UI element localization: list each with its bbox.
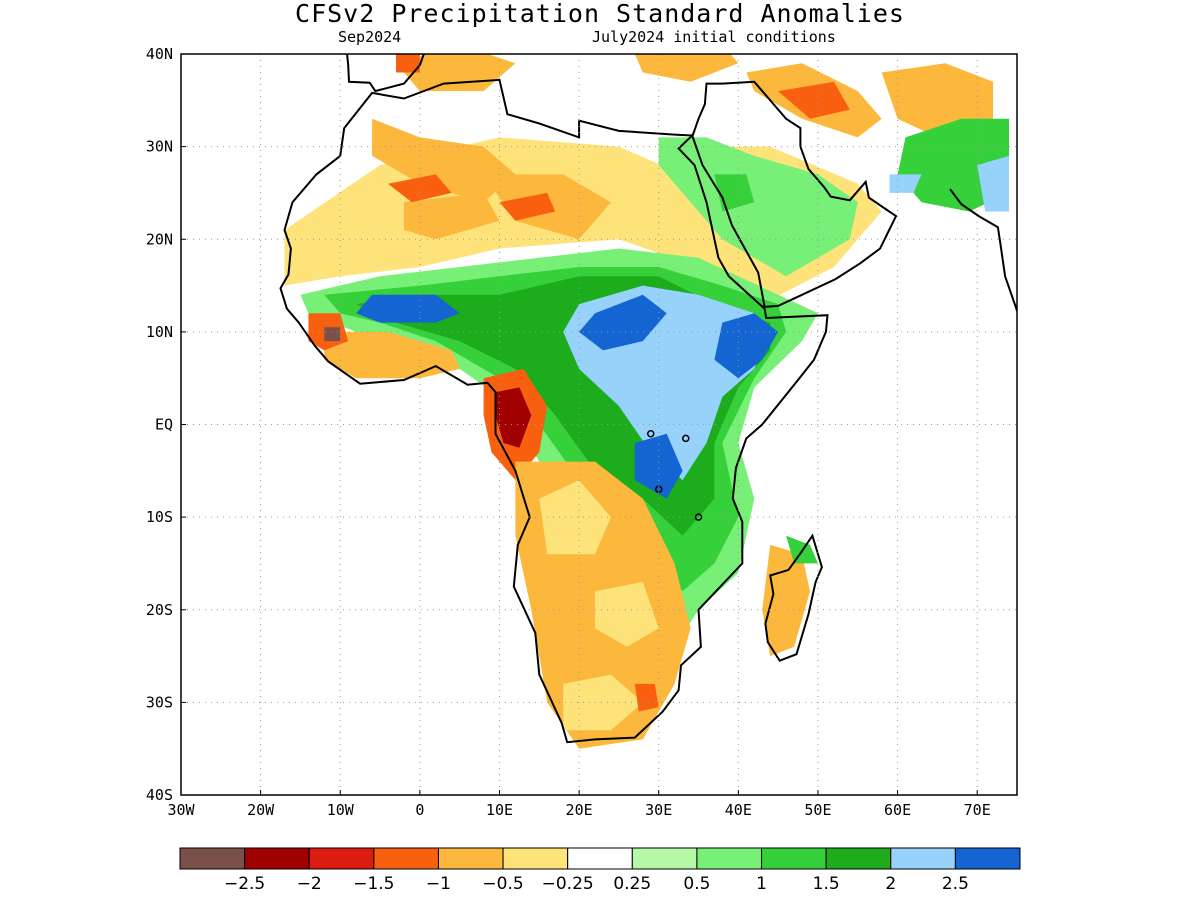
colorbar-swatch <box>179 847 246 870</box>
colorbar-label: 2 <box>885 874 896 894</box>
anomaly-region-22 <box>356 294 460 323</box>
coastline-3 <box>346 54 425 93</box>
colorbar-swatch <box>244 847 310 870</box>
colorbar-swatch <box>954 847 1021 870</box>
anomaly-region-11 <box>634 54 739 82</box>
anomaly-region-30 <box>495 387 532 448</box>
anomaly-region-1 <box>372 118 516 203</box>
anomaly-region-34 <box>563 674 643 731</box>
lon-tick-label: 30W <box>167 801 195 819</box>
anomaly-region-25 <box>634 433 683 499</box>
lake-outline-0 <box>647 430 655 438</box>
colorbar-swatch <box>761 847 827 870</box>
valid-month-label: Sep2024 <box>338 28 402 46</box>
lat-tick-label: 30S <box>146 693 173 711</box>
lon-tick-label: 40E <box>725 801 752 819</box>
lon-tick-label: 50E <box>804 801 831 819</box>
anomaly-region-16 <box>889 174 922 193</box>
anomaly-region-5 <box>499 192 556 221</box>
coastline-india <box>949 188 1017 314</box>
colorbar-swatch <box>502 847 569 870</box>
colorbar-swatch <box>825 847 892 870</box>
anomaly-region-24 <box>714 313 779 379</box>
longitude-ticks: 30W 20W 10W 0 10E 20E 30E 40E 50E 60E 70E <box>167 790 991 819</box>
anomaly-region-17 <box>977 155 1009 212</box>
latitude-ticks: 40N 30N 20N 10N EQ 10S 20S 30S 40S <box>146 45 186 804</box>
anomaly-fill-layer <box>284 54 1009 749</box>
lake-outline-2 <box>694 513 703 521</box>
lat-tick-label: 40N <box>146 45 173 63</box>
anomaly-region-15 <box>897 118 1009 212</box>
colorbar-label: 0.25 <box>613 874 651 894</box>
colorbar-swatch <box>631 847 698 870</box>
anomaly-region-32 <box>539 480 611 555</box>
lat-tick-label: EQ <box>155 416 173 434</box>
colorbar-label: −0.5 <box>482 874 523 894</box>
lon-tick-label: 0 <box>415 801 424 819</box>
colorbar-swatch <box>308 847 375 870</box>
lat-tick-label: 20S <box>146 601 173 619</box>
colorbar-swatch <box>696 847 763 870</box>
lat-tick-label: 10N <box>146 323 173 341</box>
colorbar-label: 2.5 <box>942 874 969 894</box>
lat-tick-label: 40S <box>146 786 173 804</box>
colorbar: −2.5 −2 −1.5 −1 −0.5 −0.25 0.25 0.5 1 1.5 2 2.5 <box>179 847 1021 894</box>
anomaly-region-36 <box>762 544 810 657</box>
colorbar-label: 1 <box>756 874 767 894</box>
lat-tick-label: 20N <box>146 230 173 248</box>
anomaly-region-3 <box>403 192 500 240</box>
colorbar-swatch <box>567 847 633 870</box>
coastline-layer <box>279 54 1017 744</box>
map-title: CFSv2 Precipitation Standard Anomalies <box>295 0 905 28</box>
anomaly-region-33 <box>595 582 659 647</box>
anomaly-region-7 <box>778 81 850 119</box>
colorbar-label: 1.5 <box>813 874 840 894</box>
anomaly-region-4 <box>388 174 452 203</box>
colorbar-label: −1 <box>426 874 451 894</box>
colorbar-label: −0.25 <box>542 874 594 894</box>
lon-tick-label: 30E <box>645 801 672 819</box>
lake-outline-1 <box>682 434 690 443</box>
colorbar-swatch <box>373 847 439 870</box>
lon-tick-label: 70E <box>964 801 991 819</box>
lon-tick-label: 10W <box>327 801 355 819</box>
anomaly-region-13 <box>658 137 858 277</box>
lon-tick-label: 10E <box>486 801 513 819</box>
lon-tick-label: 20E <box>566 801 593 819</box>
coastline-1 <box>691 80 898 308</box>
lat-tick-label: 30N <box>146 138 173 156</box>
colorbar-label: −2.5 <box>224 874 265 894</box>
anomaly-region-9 <box>396 54 420 73</box>
anomaly-region-26 <box>324 331 460 379</box>
lon-tick-label: 60E <box>884 801 911 819</box>
colorbar-label: −1.5 <box>353 874 394 894</box>
anomaly-region-28 <box>324 327 341 342</box>
lon-tick-label: 20W <box>247 801 275 819</box>
initial-conditions-label: July2024 initial conditions <box>592 28 836 46</box>
graticule-layer <box>181 54 1017 795</box>
colorbar-swatch <box>890 847 956 870</box>
coastline-2 <box>764 533 823 662</box>
anomaly-region-35 <box>634 683 659 712</box>
colorbar-swatch <box>437 847 504 870</box>
coastline-0 <box>279 78 829 744</box>
colorbar-label: −2 <box>297 874 322 894</box>
colorbar-label: 0.5 <box>683 874 710 894</box>
lat-tick-label: 10S <box>146 508 173 526</box>
anomaly-region-23 <box>579 294 667 351</box>
